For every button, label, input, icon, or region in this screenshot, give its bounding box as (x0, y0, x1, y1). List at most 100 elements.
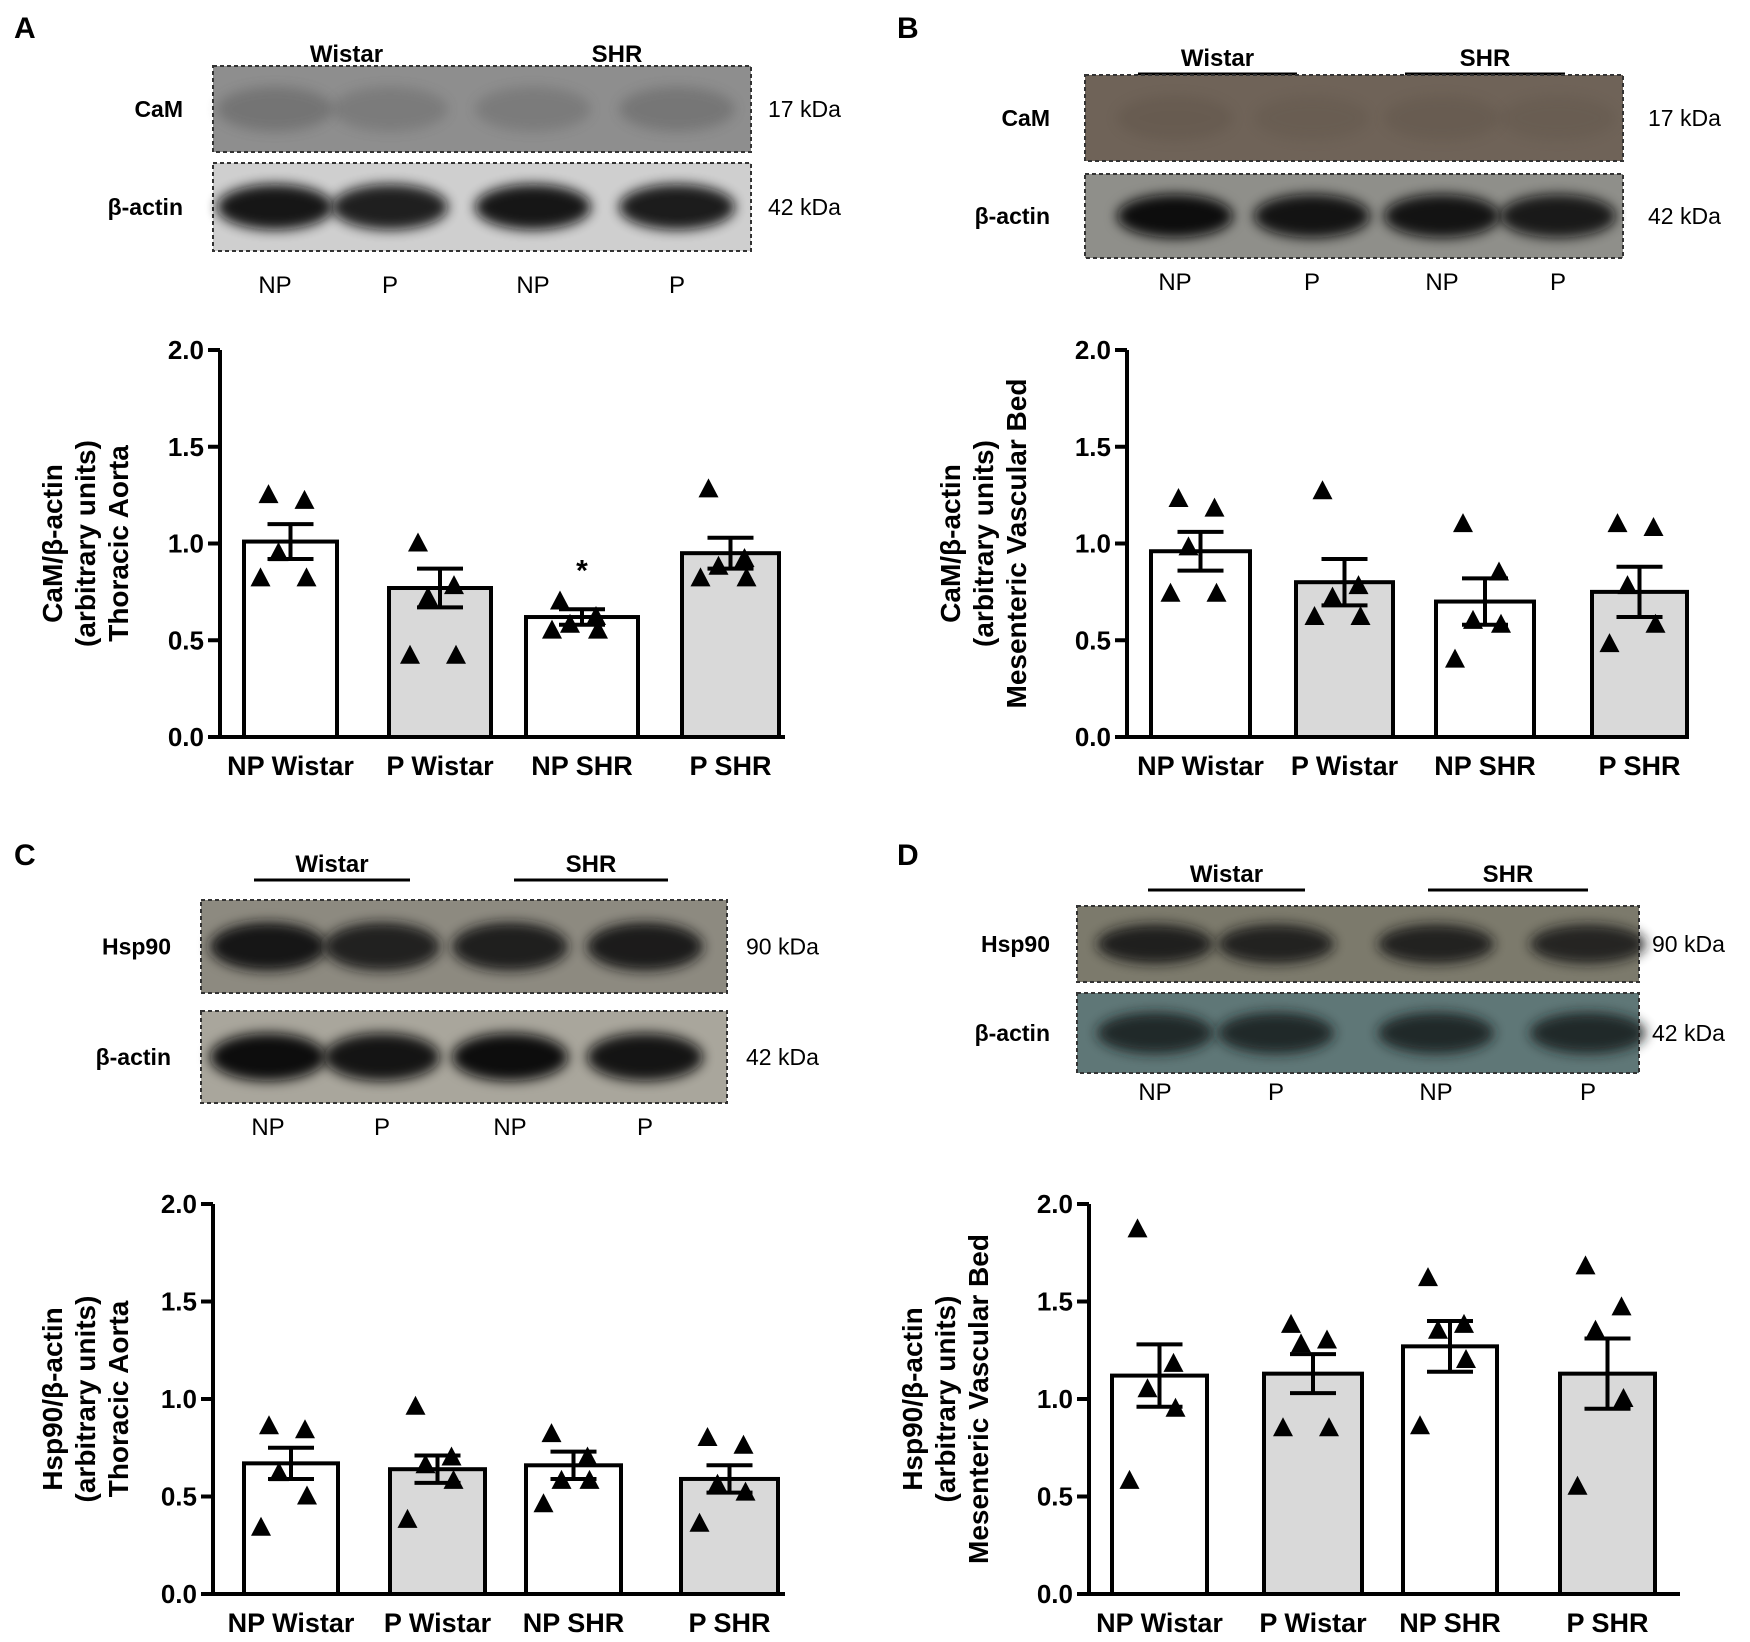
data-point (1322, 586, 1343, 606)
data-point (250, 567, 271, 587)
data-point (736, 567, 757, 587)
protein-band (1378, 924, 1494, 964)
data-point (1350, 606, 1371, 626)
data-point (588, 619, 608, 639)
data-point (295, 1419, 315, 1439)
y-axis-title: Thoracic Aorta (103, 445, 134, 642)
panel-c: C Wistar SHR Hsp90 90 kDa β-actin 42 kDa NP P NP P… (14, 839, 819, 1638)
molecular-weight-label: 42 kDa (746, 1044, 819, 1070)
lane-label: NP (1425, 269, 1458, 296)
y-tick-label: 0.0 (161, 1579, 197, 1609)
y-tick-label: 2.0 (1037, 1189, 1073, 1219)
protein-band (1097, 1012, 1213, 1054)
data-point (397, 1508, 418, 1528)
data-point (1418, 1267, 1438, 1287)
group-label: SHR (1483, 861, 1534, 888)
y-axis-title: (arbitrary units) (70, 440, 101, 647)
data-point (446, 644, 466, 664)
x-tick-label: P Wistar (1291, 751, 1399, 781)
panel-letter: D (897, 839, 919, 872)
x-tick-label: NP SHR (1399, 1608, 1501, 1637)
y-tick-label: 1.0 (168, 529, 204, 559)
y-axis-title: Mesenteric Vascular Bed (1001, 379, 1032, 709)
lane-label: NP (1158, 269, 1191, 296)
protein-label: β-actin (108, 194, 183, 220)
bar (679, 1476, 780, 1596)
protein-band (1530, 924, 1646, 964)
y-axis-title: (arbitrary units) (968, 440, 999, 647)
data-point (542, 619, 562, 639)
panel-a: A Wistar SHR CaM 17 kDa β-actin 42 kDa NP P NP P 0.… (14, 12, 841, 781)
lane-label: P (374, 1114, 390, 1141)
group-label: Wistar (1190, 861, 1263, 888)
data-point (1204, 497, 1225, 517)
molecular-weight-label: 17 kDa (1648, 105, 1721, 131)
data-point (1445, 648, 1465, 668)
data-point (550, 590, 570, 610)
lane-label: P (382, 272, 398, 299)
protein-band (619, 86, 735, 132)
lane-label: P (1580, 1079, 1596, 1106)
data-point (1163, 1352, 1184, 1372)
bar (242, 1461, 340, 1596)
group-label: Wistar (1181, 45, 1254, 72)
data-point (735, 1481, 756, 1501)
y-axis-title: Thoracic Aorta (103, 1300, 134, 1497)
data-point (268, 542, 289, 562)
data-point (1348, 575, 1369, 595)
y-tick-label: 1.5 (1075, 432, 1111, 462)
x-tick-label: P SHR (1598, 751, 1680, 781)
data-point (405, 1395, 426, 1415)
x-tick-label: P Wistar (1259, 1608, 1367, 1637)
y-tick-label: 2.0 (168, 335, 204, 365)
bar (1401, 1344, 1499, 1596)
y-axis-title: (arbitrary units) (70, 1296, 101, 1503)
panel-b: B Wistar SHR CaM 17 kDa β-actin 42 kDa NP P NP P 0.… (897, 12, 1721, 781)
protein-band (475, 86, 591, 132)
data-point (1645, 613, 1666, 633)
data-point (551, 1469, 572, 1489)
data-point (294, 489, 315, 509)
bar (388, 1467, 487, 1596)
bar-chart: 0.0 0.5 1.0 1.5 2.0 Hsp90/β-actin (arbitrary u… (37, 1189, 785, 1638)
protein-label: β-actin (975, 203, 1050, 229)
y-axis-title: CaM/β-actin (37, 464, 68, 623)
protein-band (1117, 194, 1233, 238)
molecular-weight-label: 42 kDa (768, 194, 841, 220)
blot-row: β-actin 42 kDa (975, 992, 1725, 1074)
data-point (1454, 1313, 1474, 1333)
protein-band (1384, 194, 1500, 238)
y-tick-label: 1.5 (161, 1287, 197, 1317)
data-point (1127, 1218, 1148, 1238)
data-point (697, 1427, 718, 1446)
y-axis-title: Mesenteric Vascular Bed (963, 1234, 994, 1564)
data-point (1319, 1417, 1339, 1437)
data-point (1613, 1388, 1634, 1407)
x-tick-label: P SHR (689, 751, 771, 781)
protein-label: β-actin (975, 1020, 1050, 1046)
western-blot: Wistar SHR CaM 17 kDa β-actin 42 kDa NP P NP P (975, 45, 1721, 296)
protein-band (587, 922, 703, 971)
panel-letter: B (897, 12, 919, 45)
data-point (586, 606, 606, 626)
lane-label: NP (516, 272, 549, 299)
data-point (1160, 582, 1181, 602)
lane-label: P (669, 272, 685, 299)
x-tick-label: NP Wistar (228, 1608, 355, 1637)
lane-label: NP (1138, 1079, 1171, 1106)
western-blot: Wistar SHR Hsp90 90 kDa β-actin 42 kDa NP P NP P (96, 851, 819, 1141)
data-point (541, 1423, 562, 1443)
lane-label: P (1550, 269, 1566, 296)
protein-label: Hsp90 (981, 931, 1050, 957)
group-label: SHR (566, 851, 617, 878)
x-tick-label: NP Wistar (227, 751, 354, 781)
data-point (1137, 1378, 1158, 1398)
panel-letter: C (14, 839, 36, 872)
lane-label: NP (258, 272, 291, 299)
data-point (1312, 480, 1333, 500)
data-point (1456, 1349, 1476, 1368)
bar-chart: 0.0 0.5 1.0 1.5 2.0 Hsp90/β-actin (arbitrary u… (897, 1189, 1680, 1638)
bar (242, 539, 339, 739)
data-point (418, 586, 438, 606)
group-label: Wistar (310, 41, 383, 68)
